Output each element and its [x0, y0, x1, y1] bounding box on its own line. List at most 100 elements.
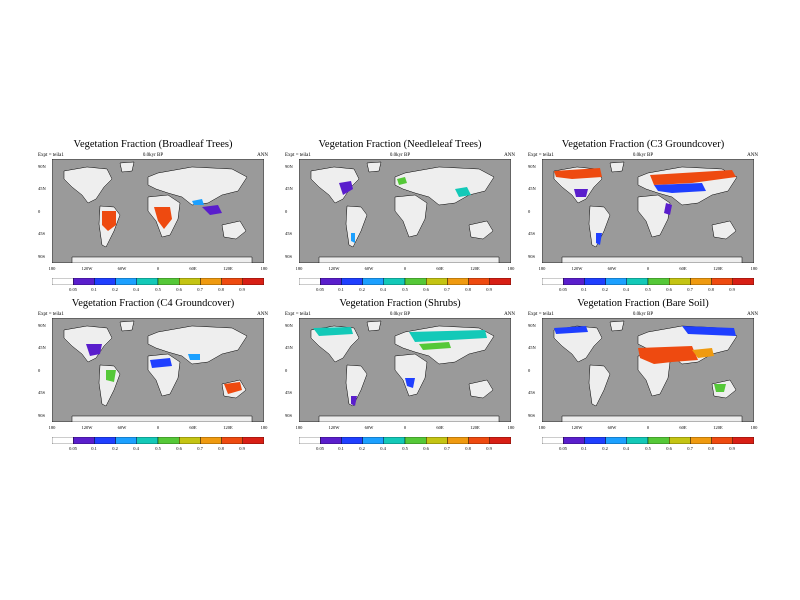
- x-tick-label: 60E: [436, 266, 444, 271]
- x-tick-label: 120E: [223, 266, 233, 271]
- colorbar: [299, 437, 511, 444]
- colorbar-swatch: [404, 437, 427, 444]
- colorbar-label: 0.7: [444, 287, 450, 292]
- y-tick-label: 0: [285, 368, 288, 373]
- x-tick-label: 180: [507, 425, 515, 430]
- x-tick-label: 120W: [571, 425, 583, 430]
- colorbar-label: 0.8: [218, 446, 224, 451]
- colorbar-label: 0.05: [316, 287, 324, 292]
- colorbar-label: 0.8: [218, 287, 224, 292]
- colorbar-label: 0.9: [729, 446, 735, 451]
- period-label: 0.0kyr BP: [632, 312, 654, 317]
- y-tick-label: 45N: [528, 186, 536, 191]
- vegetation-map: [52, 159, 264, 263]
- y-tick-label: 45S: [38, 231, 46, 236]
- colorbar-swatch: [157, 278, 180, 285]
- colorbar-swatch: [94, 278, 116, 285]
- colorbar-swatch: [542, 278, 564, 285]
- y-tick-label: 0: [285, 209, 288, 214]
- colorbar-label: 0.9: [486, 287, 492, 292]
- colorbar-swatch: [584, 278, 606, 285]
- colorbar-swatch: [690, 437, 712, 444]
- vegetation-map: [299, 318, 511, 422]
- colorbar-swatch: [242, 278, 264, 285]
- y-tick-label: 45N: [38, 345, 46, 350]
- colorbar-label: 0.2: [359, 446, 365, 451]
- x-tick-label: 60W: [607, 266, 617, 271]
- experiment-label: Expt = teila1: [528, 312, 554, 317]
- colorbar-label: 0.9: [729, 287, 735, 292]
- vegetation-map: [542, 318, 754, 422]
- x-tick-label: 60E: [679, 266, 687, 271]
- colorbar-label: 0.1: [91, 287, 97, 292]
- panel-title: Vegetation Fraction (Shrubs): [339, 298, 461, 309]
- y-tick-label: 45N: [528, 345, 536, 350]
- season-label: ANN: [747, 312, 758, 317]
- y-tick-label: 90S: [285, 413, 293, 418]
- colorbar-label: 0.6: [666, 287, 672, 292]
- colorbar-swatch: [605, 437, 627, 444]
- colorbar-label: 0.2: [112, 287, 118, 292]
- colorbar-label: 0.4: [623, 446, 629, 451]
- x-tick-label: 60E: [189, 266, 197, 271]
- x-tick-label: 120E: [713, 425, 723, 430]
- colorbar-swatch: [242, 437, 264, 444]
- colorbar-swatch: [563, 278, 585, 285]
- colorbar: [542, 278, 754, 285]
- y-tick-label: 90N: [285, 164, 293, 169]
- colorbar-swatch: [668, 437, 691, 444]
- colorbar-swatch: [157, 437, 180, 444]
- colorbar-label: 0.7: [687, 287, 693, 292]
- colorbar-swatch: [221, 437, 244, 444]
- colorbar-label: 0.9: [239, 446, 245, 451]
- colorbar-label: 0.8: [708, 287, 714, 292]
- x-tick-label: 120W: [328, 425, 340, 430]
- x-tick-label: 60E: [436, 425, 444, 430]
- map-panel-broadleaf-trees: Vegetation Fraction (Broadleaf Trees) Ex…: [38, 139, 268, 304]
- colorbar-swatch: [136, 278, 159, 285]
- x-tick-label: 180: [48, 425, 56, 430]
- y-tick-label: 45N: [285, 345, 293, 350]
- colorbar: [299, 278, 511, 285]
- colorbar-swatch: [447, 278, 469, 285]
- map-panel-shrubs: Vegetation Fraction (Shrubs) Expt = teil…: [285, 298, 515, 463]
- x-tick-label: 120W: [81, 425, 93, 430]
- y-tick-label: 0: [528, 209, 531, 214]
- colorbar-swatch: [383, 437, 406, 444]
- colorbar-label: 0.5: [402, 446, 408, 451]
- period-label: 0.0kyr BP: [389, 312, 411, 317]
- colorbar-label: 0.5: [645, 446, 651, 451]
- colorbar-label: 0.05: [316, 446, 324, 451]
- colorbar-label: 0.2: [359, 287, 365, 292]
- panel-title: Vegetation Fraction (Needleleaf Trees): [318, 139, 482, 150]
- x-tick-label: 60E: [189, 425, 197, 430]
- x-tick-label: 180: [48, 266, 56, 271]
- colorbar-swatch: [52, 278, 74, 285]
- colorbar-swatch: [178, 437, 201, 444]
- colorbar-swatch: [647, 437, 670, 444]
- panel-title: Vegetation Fraction (C4 Groundcover): [71, 298, 235, 309]
- colorbar-label: 0.8: [708, 446, 714, 451]
- x-tick-label: 180: [750, 425, 758, 430]
- y-tick-label: 45S: [528, 390, 536, 395]
- colorbar-swatch: [341, 278, 363, 285]
- colorbar-swatch: [221, 278, 244, 285]
- y-tick-label: 90N: [528, 164, 536, 169]
- y-tick-label: 90S: [528, 413, 536, 418]
- colorbar-label: 0.05: [69, 287, 77, 292]
- x-tick-label: 0: [646, 425, 650, 430]
- y-tick-label: 0: [528, 368, 531, 373]
- x-tick-label: 0: [646, 266, 650, 271]
- colorbar-label: 0.6: [666, 446, 672, 451]
- x-tick-label: 120W: [81, 266, 93, 271]
- x-tick-label: 0: [403, 425, 407, 430]
- x-tick-label: 60W: [117, 266, 127, 271]
- colorbar-label: 0.5: [645, 287, 651, 292]
- x-tick-label: 180: [538, 266, 546, 271]
- colorbar-swatch: [711, 437, 734, 444]
- season-label: ANN: [504, 153, 515, 158]
- x-tick-label: 120W: [328, 266, 340, 271]
- experiment-label: Expt = teila1: [285, 153, 311, 158]
- x-tick-label: 0: [403, 266, 407, 271]
- vegetation-map: [542, 159, 754, 263]
